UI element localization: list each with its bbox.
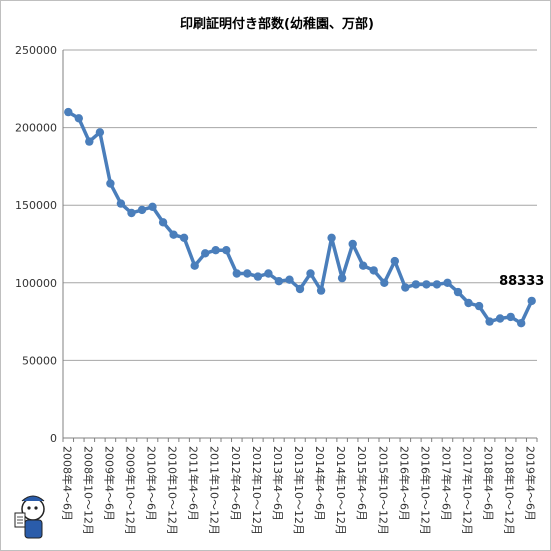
x-tick-label: 2017年4～6月	[440, 446, 454, 521]
data-point	[95, 128, 105, 137]
x-tick-label: 2017年10～12月	[461, 446, 475, 535]
data-point	[506, 312, 515, 322]
data-point	[274, 277, 284, 286]
data-point	[190, 261, 199, 270]
data-point	[517, 319, 526, 328]
data-point	[337, 273, 347, 283]
data-label-last: 88333	[499, 274, 544, 289]
x-tick-label: 2008年10～12月	[81, 446, 95, 535]
data-point	[64, 107, 73, 117]
y-tick-label: 250000	[15, 44, 57, 57]
x-tick-label: 2008年4～6月	[60, 446, 74, 521]
data-point	[243, 269, 252, 278]
chart-title: 印刷証明付き部数(幼稚園、万部)	[180, 16, 374, 32]
x-tick-label: 2019年4～6月	[524, 446, 538, 521]
data-point	[148, 202, 157, 211]
y-tick-label: 50000	[22, 354, 57, 367]
data-point	[211, 246, 220, 255]
x-tick-label: 2018年10～12月	[503, 446, 517, 535]
x-tick-label: 2009年4～6月	[102, 446, 116, 521]
data-point	[327, 233, 336, 242]
y-axis-ticks: 0 50000 100000 150000 200000 250000	[15, 44, 57, 445]
axes	[62, 50, 538, 442]
y-tick-label: 0	[50, 432, 57, 445]
data-point	[453, 287, 463, 297]
x-tick-label: 2015年4～6月	[355, 446, 369, 521]
x-tick-label: 2010年10～12月	[166, 446, 180, 535]
data-point	[116, 199, 126, 208]
data-point	[369, 266, 378, 275]
x-tick-label: 2014年4～6月	[313, 446, 327, 521]
data-point	[127, 208, 136, 218]
series-line	[64, 107, 536, 328]
data-point	[359, 261, 368, 270]
data-point	[474, 301, 484, 311]
x-tick-label: 2016年4～6月	[397, 446, 411, 521]
data-point	[443, 278, 452, 287]
data-point	[390, 256, 399, 266]
data-point	[232, 269, 241, 278]
x-tick-label: 2014年10～12月	[334, 446, 348, 535]
x-tick-label: 2012年10～12月	[250, 446, 264, 535]
data-point	[222, 246, 231, 255]
data-point	[169, 230, 178, 239]
mascot-character-icon	[14, 495, 45, 539]
data-point	[85, 137, 94, 146]
x-axis-ticks: 2008年4～6月 2008年10～12月 2009年4～6月 2009年10～12月…	[60, 446, 537, 535]
data-point	[422, 280, 431, 289]
x-tick-label: 2018年4～6月	[482, 446, 496, 521]
data-point	[158, 218, 168, 227]
x-tick-label: 2011年10～12月	[208, 446, 222, 535]
data-point	[348, 239, 357, 249]
x-tick-label: 2013年4～6月	[271, 446, 285, 521]
data-point	[411, 280, 421, 289]
data-point	[295, 284, 305, 294]
data-point	[527, 296, 536, 306]
data-point	[179, 233, 189, 242]
data-point	[285, 275, 294, 284]
data-point	[316, 286, 326, 295]
y-tick-label: 100000	[15, 277, 57, 290]
x-tick-label: 2009年10～12月	[124, 446, 138, 535]
data-point	[485, 317, 494, 326]
data-point	[306, 269, 315, 278]
x-tick-label: 2015年10～12月	[376, 446, 390, 535]
data-point	[106, 179, 115, 188]
data-point	[432, 280, 442, 289]
data-point	[201, 249, 210, 258]
data-point	[464, 298, 473, 308]
x-tick-label: 2016年10～12月	[418, 446, 432, 535]
data-point	[137, 205, 147, 215]
x-tick-label: 2010年4～6月	[145, 446, 159, 521]
data-point	[264, 269, 273, 278]
data-point	[253, 272, 263, 281]
x-tick-label: 2012年4～6月	[229, 446, 243, 521]
data-point	[495, 314, 505, 323]
x-tick-label: 2013年10～12月	[292, 446, 306, 535]
y-tick-label: 150000	[15, 199, 57, 212]
gridlines	[63, 49, 537, 361]
data-point	[380, 278, 389, 287]
y-tick-label: 200000	[15, 122, 57, 135]
data-point	[401, 283, 410, 292]
data-point	[74, 114, 84, 123]
x-tick-label: 2011年4～6月	[187, 446, 201, 521]
